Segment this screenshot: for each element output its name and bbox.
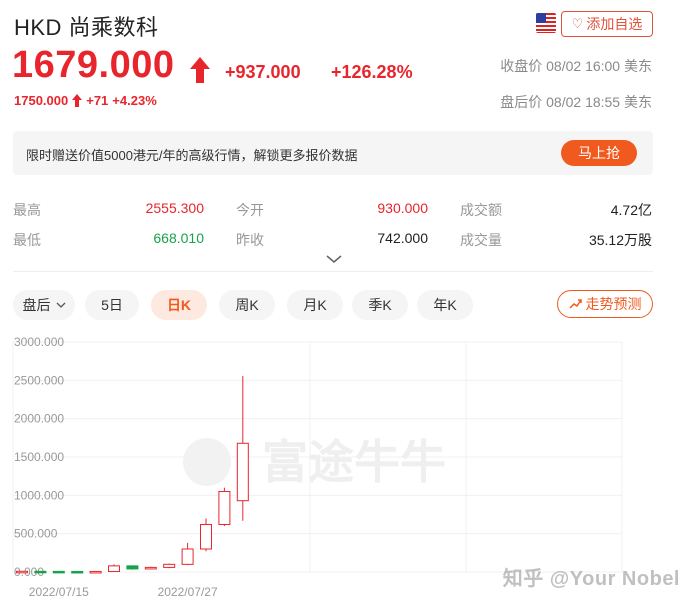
candle-body [144,566,157,570]
chevron-down-icon [56,302,65,308]
tab-daily-k[interactable]: 日K [151,290,207,320]
prev-close-label: 昨收 [236,232,264,248]
heart-icon: ♡ [571,16,584,31]
add-to-watchlist-label: 添加自选 [586,16,643,32]
chevron-down-icon[interactable] [325,253,343,265]
volume-label: 成交量 [460,232,502,248]
volume-value: 35.12万股 [588,232,652,248]
x-tick-label: 2022/07/15 [29,585,89,599]
stats-panel: 最高 2555.300 最低 668.010 今开 930.000 昨收 742… [13,196,653,256]
candle [89,570,102,574]
low-label: 最低 [13,232,41,248]
open-value: 930.000 [377,200,428,216]
price-up-arrow-icon [190,57,210,83]
x-tick-label: 2022/07/27 [158,585,218,599]
after-hours-price: 1750.000 [14,93,69,108]
add-to-watchlist-button[interactable]: ♡ 添加自选 [561,11,653,37]
candle [200,518,212,552]
candle-body [200,523,212,550]
high-label: 最高 [13,202,41,218]
tab-label: 盘后 [22,297,51,313]
y-tick-label: 1500.000 [14,450,64,464]
candle-body [126,565,139,570]
promo-banner: 限时赠送价值5000港元/年的高级行情，解锁更多报价数据 马上抢 [13,131,653,175]
divider [13,271,653,272]
tab-yearly-k[interactable]: 年K [417,290,473,320]
y-tick-label: 3000.000 [14,335,64,349]
candle [108,564,120,572]
after-hours-change: +71 [86,93,109,108]
candle [236,376,249,521]
candle [71,570,84,574]
after-hours-up-arrow-icon [72,94,83,107]
candle-body [236,442,249,502]
stock-title: HKD 尚乘数科 [14,15,159,40]
price-change: +937.000 [225,62,301,82]
turnover-label: 成交额 [460,202,502,218]
candle-body [52,570,65,574]
candle [34,570,47,574]
candle-body [71,570,84,574]
watermark-text: 富途牛牛 [262,436,446,488]
prev-close-value: 742.000 [377,230,428,246]
low-value: 668.010 [153,230,204,246]
candle [218,487,231,526]
promo-grab-button[interactable]: 马上抢 [561,140,637,166]
y-tick-label: 2500.000 [14,373,64,387]
candle-body [34,570,47,574]
candle-body [181,548,194,565]
candle-body [218,491,231,525]
futu-watermark: 富途牛牛 [183,436,446,488]
turnover-value: 4.72亿 [610,202,652,218]
candle [144,566,157,570]
trend-chart-icon [568,299,582,309]
candle [163,563,176,569]
close-time: 收盘价 08/02 16:00 美东 [500,58,652,74]
price-change-percent: +126.28% [331,62,413,82]
tab-quarterly-k[interactable]: 季K [352,290,408,320]
y-tick-label: 500.000 [14,527,58,541]
high-value: 2555.300 [145,200,204,216]
us-flag-icon [536,13,556,33]
tab-after-hours[interactable]: 盘后 [13,290,75,320]
candle-body [16,570,28,574]
open-label: 今开 [236,202,264,218]
trend-forecast-button[interactable]: 走势预测 [557,290,653,318]
candle [126,565,139,570]
y-tick-label: 1000.000 [14,488,64,502]
after-hours-percent: +4.23% [112,93,157,108]
kline-chart[interactable]: 富途牛牛 3000.000 2500.000 2000.000 1500.000 100… [0,330,688,611]
candle-body [163,563,176,568]
candle-body [89,570,102,574]
promo-text: 限时赠送价值5000港元/年的高级行情，解锁更多报价数据 [26,148,358,163]
candle [52,570,65,574]
current-price: 1679.000 [12,44,175,86]
candle [181,542,194,566]
after-hours-time: 盘后价 08/02 18:55 美东 [500,94,652,110]
y-tick-label: 2000.000 [14,412,64,426]
zhihu-watermark: 知乎 @Your Nobel [502,568,680,590]
tab-5day[interactable]: 5日 [85,290,139,320]
candle [16,570,28,574]
candle-body [108,565,120,572]
tab-weekly-k[interactable]: 周K [219,290,275,320]
y-tick-label: 0.000 [14,565,44,579]
trend-forecast-label: 走势预测 [585,296,642,312]
after-hours-quote: 1750.000 +71 +4.23% [14,93,157,108]
tab-monthly-k[interactable]: 月K [287,290,343,320]
